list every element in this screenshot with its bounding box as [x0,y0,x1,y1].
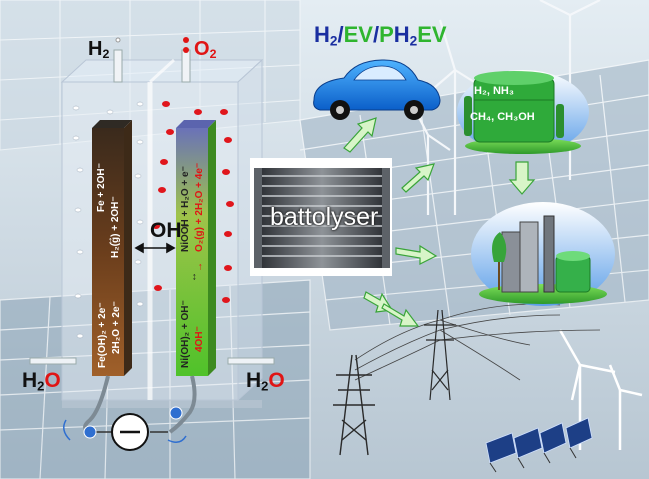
ion-flow-arrow [134,242,176,254]
fe-reaction-bottom-2: 2H₂O + 2e⁻ [111,301,122,354]
ni-reaction-arrow: ↔ [188,272,199,282]
fe-reaction-arrow: ↔ [104,236,115,246]
chemical-tank-icon [457,70,589,154]
car-icon [313,59,441,120]
chemical-products-label: H₂, NH₃ [474,85,514,97]
water-inlet-right-label: H2O [246,369,285,394]
chemical-products-label-2: CH₄, CH₃OH [470,111,535,123]
hydrogen-bubbles [72,101,144,339]
hydroxide-ion-label: OH− [150,218,190,243]
fe-reaction-top-2: H₂(g) + 2OH⁻ [110,196,121,258]
ni-reaction-arrow-2: → [194,262,205,272]
o2-outlet-label: O2 [194,38,217,62]
external-circuit [63,375,197,451]
solar-panel-icon [485,417,593,473]
flow-arrows [343,117,536,327]
ni-reaction-top-2: O₂(g) + 2H₂O + 4e⁻ [194,162,205,252]
application-title: H2/EV/PH2EV [314,22,447,49]
fe-electrode [92,120,132,376]
water-inlet-left-label: H2O [22,369,61,394]
power-pylon-icon [333,354,375,456]
ni-electrode [176,120,216,376]
battolyser-label: battolyser [270,203,379,231]
fe-reaction-bottom: Fe(OH)₂ + 2e⁻ [97,302,108,368]
ni-reaction-bottom: Ni(OH)₂ + OH⁻ [180,300,191,368]
ni-reaction-top: NiOOH + H₂O + e⁻ [180,166,191,252]
ni-reaction-bottom-2: 4OH⁻ [194,326,205,352]
power-lines [354,303,601,381]
fe-reaction-top: Fe + 2OH⁻ [96,163,107,212]
factory-icon [471,202,615,306]
oxygen-bubbles [152,101,234,303]
wind-turbine-icon [558,329,643,450]
h2-outlet-label: H2 [88,38,110,62]
battolyser-stack-icon [250,158,392,276]
power-pylon-icon [424,309,456,401]
